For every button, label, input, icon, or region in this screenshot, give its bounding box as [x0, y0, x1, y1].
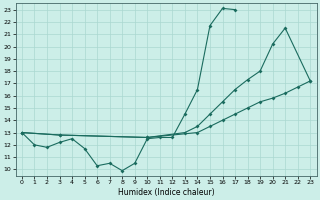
X-axis label: Humidex (Indice chaleur): Humidex (Indice chaleur): [118, 188, 214, 197]
